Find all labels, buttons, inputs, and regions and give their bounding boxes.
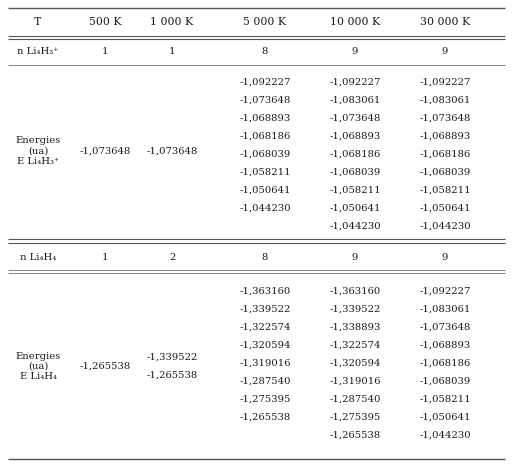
Text: -1,068039: -1,068039 [329, 168, 381, 177]
Text: -1,083061: -1,083061 [329, 95, 381, 105]
Text: 2: 2 [169, 253, 175, 262]
Text: -1,068186: -1,068186 [240, 132, 291, 141]
Text: -1,058211: -1,058211 [419, 395, 471, 403]
Text: -1,287540: -1,287540 [329, 395, 381, 403]
Text: -1,092227: -1,092227 [239, 78, 291, 86]
Text: Energies
(ua)
E Li₄H₄: Energies (ua) E Li₄H₄ [15, 352, 61, 382]
Text: -1,058211: -1,058211 [329, 185, 381, 194]
Text: -1,265538: -1,265538 [240, 412, 291, 422]
Text: 1: 1 [169, 48, 175, 57]
Text: T: T [34, 17, 42, 27]
Text: 1: 1 [102, 253, 108, 262]
Text: 5 000 K: 5 000 K [244, 17, 287, 27]
Text: -1,083061: -1,083061 [419, 95, 471, 105]
Text: -1,363160: -1,363160 [240, 286, 291, 296]
Text: -1,050641: -1,050641 [329, 204, 381, 212]
Text: -1,068893: -1,068893 [419, 340, 470, 349]
Text: -1,050641: -1,050641 [239, 185, 291, 194]
Text: -1,092227: -1,092227 [329, 78, 381, 86]
Text: -1,068893: -1,068893 [419, 132, 470, 141]
Text: -1,044230: -1,044230 [419, 431, 471, 439]
Text: 30 000 K: 30 000 K [420, 17, 470, 27]
Text: 10 000 K: 10 000 K [330, 17, 380, 27]
Text: -1,363160: -1,363160 [329, 286, 381, 296]
Text: -1,275395: -1,275395 [239, 395, 291, 403]
Text: -1,265538: -1,265538 [329, 431, 381, 439]
Text: -1,092227: -1,092227 [419, 78, 471, 86]
Text: -1,073648: -1,073648 [329, 113, 381, 122]
Text: -1,275395: -1,275395 [329, 412, 381, 422]
Text: 500 K: 500 K [89, 17, 121, 27]
Text: -1,338893: -1,338893 [329, 323, 381, 332]
Text: Energies
(ua)
E Li₄H₃⁺: Energies (ua) E Li₄H₃⁺ [15, 136, 61, 166]
Text: 8: 8 [262, 48, 268, 57]
Text: -1,068186: -1,068186 [419, 359, 470, 368]
Text: -1,320594: -1,320594 [329, 359, 381, 368]
Text: -1,058211: -1,058211 [239, 168, 291, 177]
Text: 8: 8 [262, 253, 268, 262]
Text: -1,322574: -1,322574 [239, 323, 291, 332]
Text: -1,050641: -1,050641 [419, 204, 471, 212]
Text: -1,050641: -1,050641 [419, 412, 471, 422]
Text: -1,073648: -1,073648 [146, 147, 198, 156]
Text: -1,339522: -1,339522 [239, 304, 291, 313]
Text: n Li₄H₃⁺: n Li₄H₃⁺ [17, 48, 59, 57]
Text: 9: 9 [442, 48, 448, 57]
Text: -1,092227: -1,092227 [419, 286, 471, 296]
Text: 9: 9 [352, 253, 358, 262]
Text: -1,068186: -1,068186 [329, 149, 381, 158]
Text: -1,287540: -1,287540 [239, 376, 291, 385]
Text: -1,044230: -1,044230 [419, 221, 471, 231]
Text: -1,320594: -1,320594 [239, 340, 291, 349]
Text: -1,068893: -1,068893 [240, 113, 291, 122]
Text: -1,073648: -1,073648 [419, 323, 471, 332]
Text: -1,319016: -1,319016 [239, 359, 291, 368]
Text: -1,068039: -1,068039 [240, 149, 291, 158]
Text: -1,339522: -1,339522 [146, 353, 198, 362]
Text: -1,068186: -1,068186 [419, 149, 470, 158]
Text: 1 000 K: 1 000 K [150, 17, 193, 27]
Text: -1,073648: -1,073648 [419, 113, 471, 122]
Text: -1,083061: -1,083061 [419, 304, 471, 313]
Text: -1,339522: -1,339522 [329, 304, 381, 313]
Text: -1,044230: -1,044230 [239, 204, 291, 212]
Text: -1,058211: -1,058211 [419, 185, 471, 194]
Text: -1,265538: -1,265538 [146, 371, 198, 380]
Text: 1: 1 [102, 48, 108, 57]
Text: -1,068893: -1,068893 [329, 132, 381, 141]
Text: n Li₄H₄: n Li₄H₄ [20, 253, 56, 262]
Text: 9: 9 [352, 48, 358, 57]
Text: -1,044230: -1,044230 [329, 221, 381, 231]
Text: -1,322574: -1,322574 [329, 340, 381, 349]
Text: -1,073648: -1,073648 [239, 95, 291, 105]
Text: -1,068039: -1,068039 [419, 168, 470, 177]
Text: 9: 9 [442, 253, 448, 262]
Text: -1,319016: -1,319016 [329, 376, 381, 385]
Text: -1,265538: -1,265538 [80, 362, 131, 371]
Text: -1,073648: -1,073648 [80, 147, 131, 156]
Text: -1,068039: -1,068039 [419, 376, 470, 385]
